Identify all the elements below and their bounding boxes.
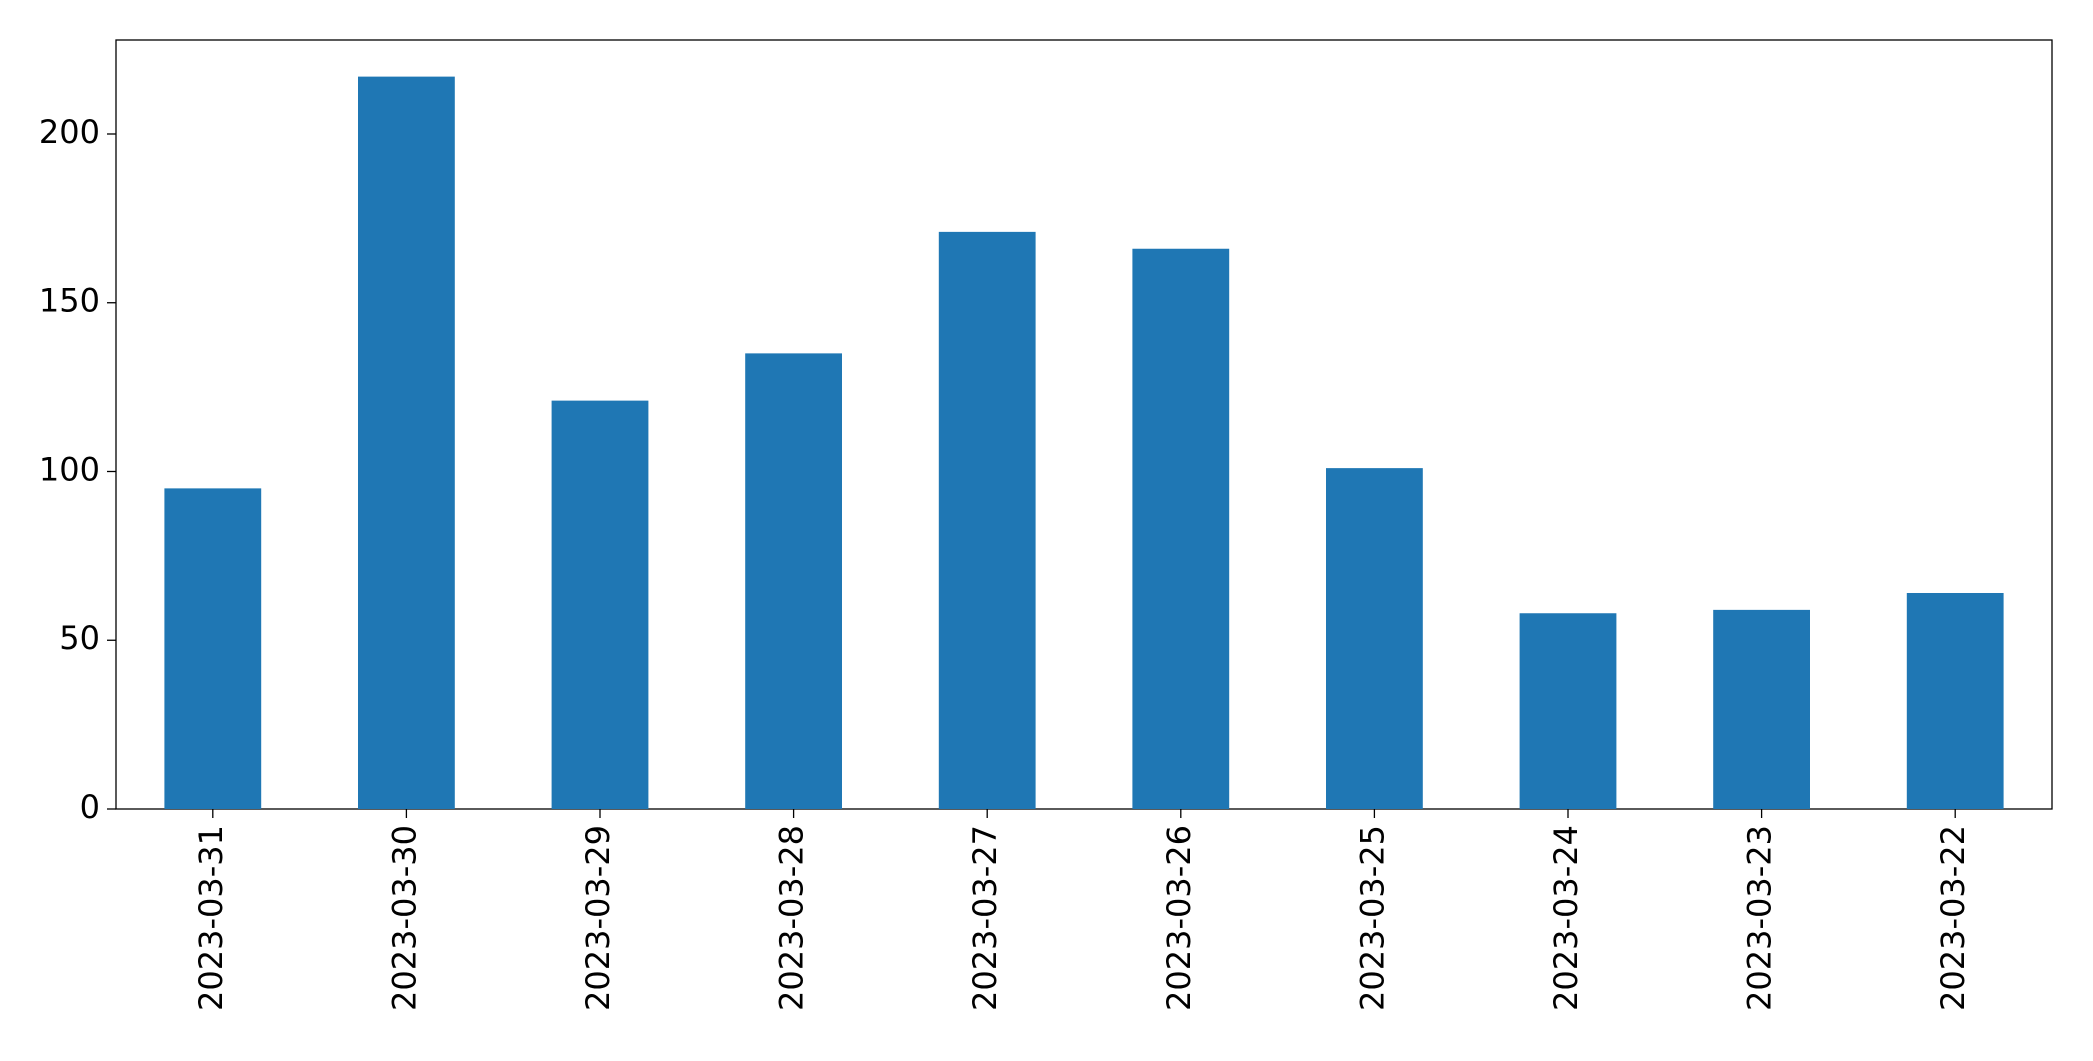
bar [551,400,649,809]
x-tick-label: 2023-03-29 [579,825,617,1011]
bar [938,231,1036,810]
x-tick-label: 2023-03-30 [385,825,423,1011]
y-tick-label: 50 [59,619,100,657]
bar [1326,468,1423,809]
bar [164,488,262,809]
x-tick-label: 2023-03-25 [1353,825,1391,1011]
bar [745,353,842,809]
bar [1713,609,1810,809]
x-tick-label: 2023-03-24 [1547,825,1585,1011]
bar [358,76,455,810]
y-tick-label: 200 [39,113,100,151]
x-tick-label: 2023-03-22 [1934,825,1972,1011]
bar [1906,592,2004,809]
x-tick-label: 2023-03-28 [773,825,811,1011]
y-tick-label: 100 [39,450,100,488]
y-tick-label: 150 [39,282,100,320]
x-tick-label: 2023-03-26 [1160,825,1198,1011]
bar [1519,613,1617,809]
x-tick-label: 2023-03-31 [192,825,230,1011]
y-tick-label: 0 [80,788,100,826]
x-tick-label: 2023-03-27 [966,825,1004,1011]
axes-frame [115,39,2053,810]
bar [1132,248,1230,809]
x-tick-label: 2023-03-23 [1741,825,1779,1011]
